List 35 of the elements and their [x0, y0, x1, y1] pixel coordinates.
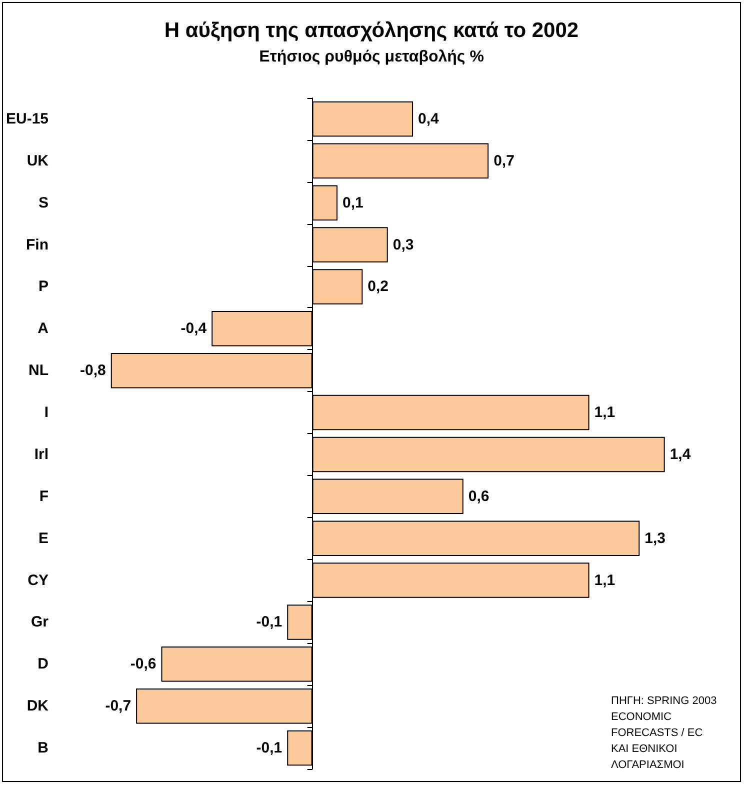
data-label: 0,2 — [368, 278, 389, 296]
data-label: 0,1 — [342, 194, 364, 212]
data-label: -0,1 — [256, 614, 282, 631]
y-tick-label: Gr — [31, 614, 49, 631]
y-tick-label: D — [38, 656, 49, 673]
y-tick-label: E — [38, 530, 49, 547]
data-label: 1,1 — [594, 404, 616, 422]
y-tick-label: I — [44, 404, 49, 422]
data-label: 0,6 — [468, 488, 490, 505]
data-label: 0,4 — [418, 110, 440, 128]
chart-subtitle: Ετήσιος ρυθμός μεταβολής % — [259, 48, 484, 66]
y-tick-label: Fin — [26, 236, 49, 254]
y-tick-label: NL — [28, 362, 49, 380]
data-label: -0,6 — [130, 656, 156, 673]
y-tick-label: Irl — [34, 446, 49, 463]
data-label: 1,4 — [670, 446, 692, 463]
annotation: ΠΗΓΗ: SPRING 2003 ECONOMIC FORECASTS / EC ΚΑΙ ΕΘΝΙΚΟΙ ΛΟΓΑΡΙΑΣΜΟΙ — [611, 695, 720, 771]
data-label: 0,3 — [392, 236, 414, 254]
data-label: -0,1 — [256, 740, 282, 757]
chart-title: Η αύξηση της απασχόλησης κατά το 2002 — [164, 19, 579, 42]
y-tick-label: UK — [26, 152, 49, 170]
y-tick-label: A — [38, 320, 49, 338]
y-tick-label: F — [39, 488, 49, 505]
y-tick-label: B — [38, 740, 49, 757]
data-label: -0,7 — [105, 698, 132, 715]
data-label: 1,1 — [594, 572, 616, 589]
y-tick-label: DK — [26, 698, 49, 715]
y-tick-label: P — [38, 278, 49, 296]
data-label: -0,4 — [180, 320, 208, 338]
data-label: -0,8 — [80, 362, 106, 380]
data-label: 1,3 — [644, 530, 666, 547]
data-label: 0,7 — [494, 152, 514, 170]
y-tick-label: EU-15 — [6, 110, 49, 128]
y-tick-label: CY — [28, 572, 49, 589]
y-tick-label: S — [38, 194, 49, 212]
